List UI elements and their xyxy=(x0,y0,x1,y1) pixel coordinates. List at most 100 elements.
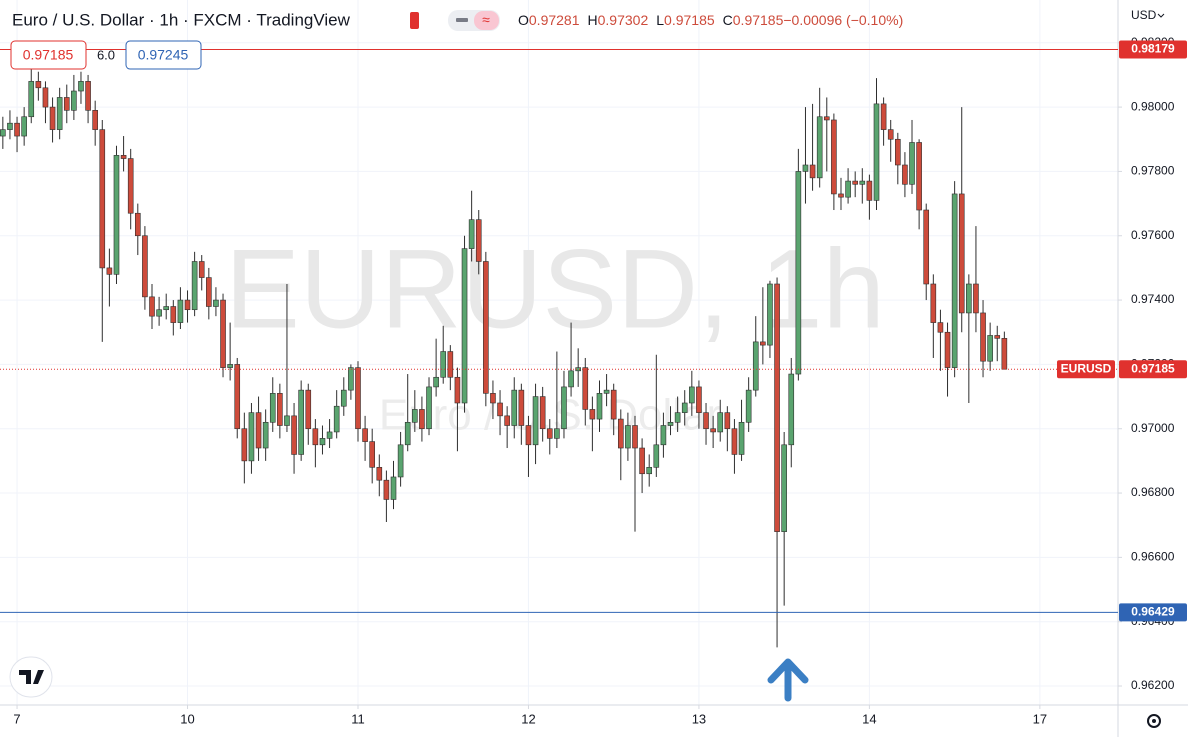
candle-body xyxy=(348,367,354,391)
candle-body xyxy=(419,409,425,430)
y-tick-label: 0.97000 xyxy=(1131,421,1175,435)
candle-body xyxy=(610,389,617,420)
x-tick-label: 7 xyxy=(13,711,20,726)
candle-body xyxy=(42,87,49,108)
symbol-label-box xyxy=(1057,360,1115,379)
y-tick-label: 0.96800 xyxy=(1131,485,1175,499)
candle-body xyxy=(703,412,709,430)
currency-caret xyxy=(1157,13,1165,18)
candle-body xyxy=(852,180,858,185)
candle-body xyxy=(326,431,333,439)
candle-body xyxy=(340,389,347,407)
currency-label[interactable]: USD xyxy=(1131,8,1157,22)
signal-icon[interactable] xyxy=(474,11,499,30)
candle-body xyxy=(639,447,645,475)
candle-body xyxy=(838,193,844,198)
candle-body xyxy=(617,418,624,449)
candle-body xyxy=(262,421,269,449)
candle-body xyxy=(674,412,681,423)
flag-icon[interactable] xyxy=(410,12,419,29)
candle-body xyxy=(589,409,596,420)
candle-body xyxy=(71,90,77,111)
candle-body xyxy=(106,267,113,275)
candle-body xyxy=(78,81,84,92)
candle-body xyxy=(895,138,901,166)
buy-button[interactable] xyxy=(125,40,202,70)
candle-body xyxy=(568,370,574,388)
ohlc-key: O xyxy=(518,12,529,28)
ohlc-value: −0.00096 (−0.10%) xyxy=(783,12,903,28)
candle-body xyxy=(191,261,198,311)
candle-body xyxy=(689,386,695,404)
candle-body xyxy=(958,193,965,314)
candle-body xyxy=(234,364,241,430)
candle-body xyxy=(582,367,589,410)
price-label-box xyxy=(1119,360,1187,379)
candle-body xyxy=(731,428,738,455)
y-tick-label: 0.96200 xyxy=(1131,678,1175,692)
candle-body xyxy=(916,142,922,211)
candle-body xyxy=(873,103,880,201)
candle-body xyxy=(376,467,383,481)
settings-icon-center xyxy=(1152,719,1156,723)
buy-price: 0.97245 xyxy=(138,47,189,63)
candle-body xyxy=(241,428,248,462)
candle-body xyxy=(966,283,972,314)
candle-body xyxy=(220,299,226,368)
candle-body xyxy=(660,425,667,446)
candle-body xyxy=(738,421,745,455)
candle-body xyxy=(802,164,809,172)
candle-body xyxy=(184,299,191,311)
y-tick-label: 0.98000 xyxy=(1131,99,1175,113)
candle-body xyxy=(277,393,283,426)
candle-body xyxy=(909,142,915,185)
candle-body xyxy=(440,351,447,378)
candle-body xyxy=(603,389,610,394)
candle-body xyxy=(198,261,205,278)
candle-body xyxy=(781,444,787,532)
candle-body xyxy=(433,376,439,388)
candle-body xyxy=(134,212,141,237)
candle-body xyxy=(880,103,887,130)
x-tick-label: 13 xyxy=(692,711,706,726)
symbol-title: Euro / U.S. Dollar · 1h · FXCM · Trading… xyxy=(12,10,351,29)
candle-body xyxy=(85,81,91,111)
ohlc-header: O0.97281 H0.97302 L0.97185 C0.97185−0.00096… xyxy=(518,12,903,28)
candle-body xyxy=(525,425,532,446)
candle-body xyxy=(305,389,312,430)
candle-body xyxy=(404,421,411,446)
candle-body xyxy=(177,299,184,323)
x-tick-label: 10 xyxy=(180,711,194,726)
candle-body xyxy=(696,386,702,413)
candle-body xyxy=(760,341,766,346)
candle-body xyxy=(859,180,866,185)
candle-body xyxy=(973,283,979,314)
candle-body xyxy=(561,386,567,430)
candle-body xyxy=(774,283,780,532)
price-label-box xyxy=(1119,40,1187,59)
candle-body xyxy=(823,116,830,121)
candle-body xyxy=(980,312,986,362)
x-tick-label: 14 xyxy=(862,711,876,726)
candle-body xyxy=(745,389,752,423)
last-price-label: 0.97185 xyxy=(1131,361,1175,375)
candle-body xyxy=(35,81,42,89)
candle-body xyxy=(902,164,908,185)
candle-body xyxy=(461,248,468,404)
sell-button[interactable] xyxy=(10,40,87,70)
y-tick-label: 0.96600 xyxy=(1131,550,1175,564)
candle-body xyxy=(127,158,134,214)
candle-body xyxy=(142,235,148,298)
candle-body xyxy=(227,364,233,368)
settings-icon[interactable] xyxy=(1147,714,1161,728)
candle-body xyxy=(504,415,510,426)
y-tick-label: 0.97800 xyxy=(1131,164,1175,178)
candle-body xyxy=(355,367,361,430)
candle-body xyxy=(937,322,944,333)
axes-layer: 0.962000.964000.966000.968000.970000.972… xyxy=(0,35,1187,726)
candle-body xyxy=(156,309,162,317)
ohlc-value: 0.97281 xyxy=(529,12,580,28)
candle-body xyxy=(383,479,390,500)
candle-body xyxy=(809,164,816,179)
